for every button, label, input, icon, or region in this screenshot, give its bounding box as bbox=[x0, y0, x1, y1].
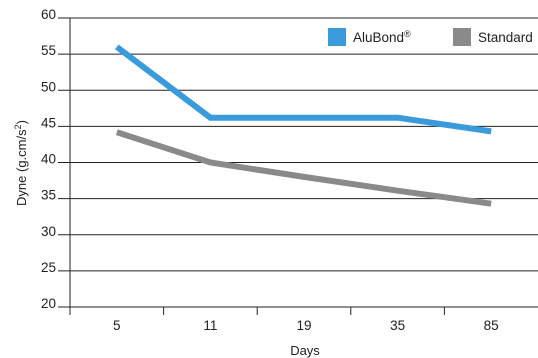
y-axis-title-main: Dyne (g.cm/s bbox=[14, 129, 29, 206]
legend-swatch-alubond bbox=[328, 28, 346, 46]
x-axis: 5 11 19 35 85 bbox=[69, 18, 499, 333]
series-line-standard bbox=[115, 129, 492, 207]
y-tick-label-40: 40 bbox=[41, 152, 56, 167]
x-axis-title: Days bbox=[290, 343, 320, 358]
y-tick-label-35: 35 bbox=[41, 188, 56, 203]
y-tick-label-60: 60 bbox=[41, 7, 56, 22]
legend: AluBond® Standard bbox=[328, 28, 533, 46]
y-tick-label-50: 50 bbox=[41, 79, 56, 94]
data-series bbox=[114, 44, 492, 207]
x-tick-label-11: 11 bbox=[203, 318, 217, 333]
y-tick-label-25: 25 bbox=[41, 260, 56, 275]
series-line-alubond bbox=[114, 44, 492, 135]
legend-label-standard: Standard bbox=[478, 30, 533, 45]
y-axis-title-suffix: ) bbox=[14, 120, 29, 124]
x-tick-label-35: 35 bbox=[390, 318, 405, 333]
y-axis-title: Dyne (g.cm/s2) bbox=[13, 120, 29, 206]
gridlines bbox=[58, 17, 538, 308]
x-tick-label-85: 85 bbox=[484, 318, 499, 333]
y-tick-label-55: 55 bbox=[41, 43, 56, 58]
y-tick-label-30: 30 bbox=[41, 224, 56, 239]
legend-swatch-standard bbox=[453, 28, 471, 46]
x-tick-label-19: 19 bbox=[296, 318, 311, 333]
y-tick-label-20: 20 bbox=[41, 296, 56, 311]
y-axis-ticks: 20 25 30 35 40 45 50 55 60 bbox=[41, 7, 56, 311]
y-tick-label-45: 45 bbox=[41, 115, 56, 130]
x-tick-label-5: 5 bbox=[113, 318, 121, 333]
y-axis-title-superscript: 2 bbox=[13, 124, 23, 129]
legend-label-alubond: AluBond® bbox=[353, 29, 411, 45]
legend-registered-mark: ® bbox=[404, 29, 411, 39]
